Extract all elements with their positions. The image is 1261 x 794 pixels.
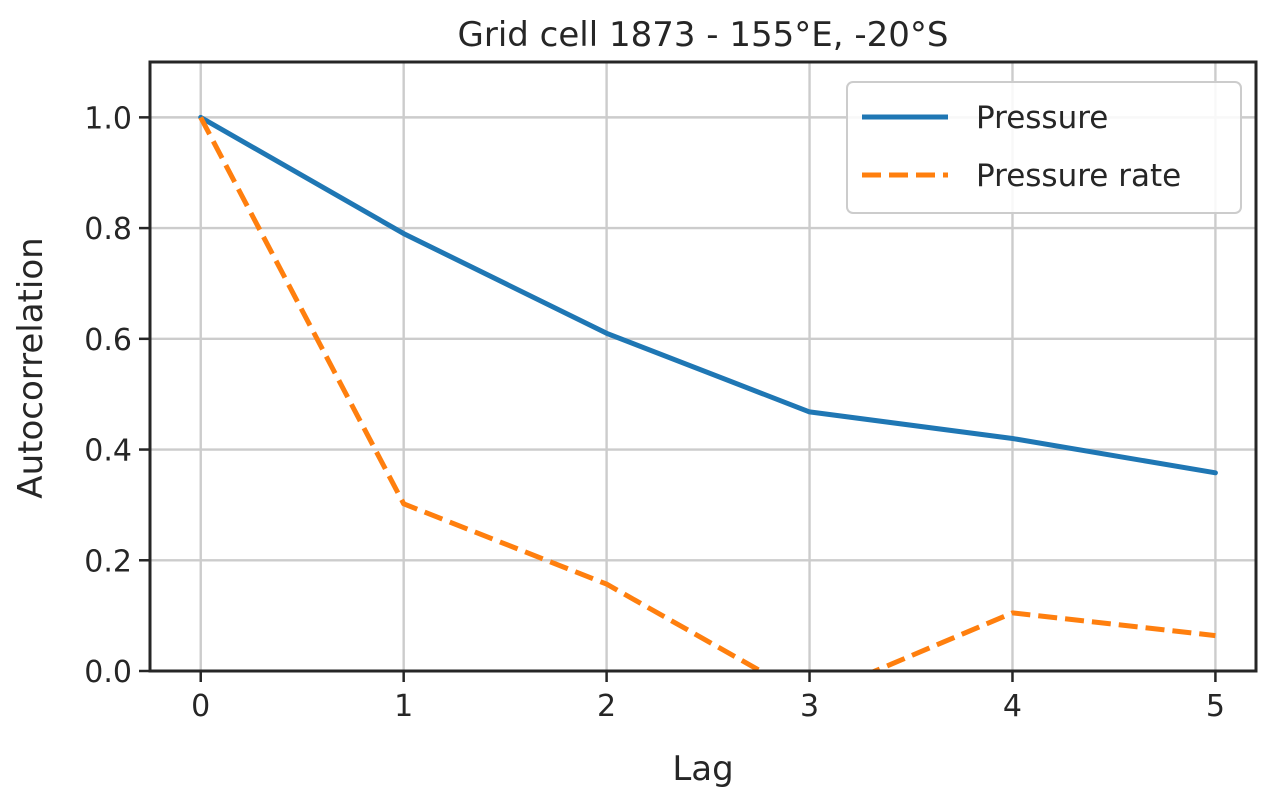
y-tick-label: 0.0 xyxy=(84,655,132,690)
x-axis-label: Lag xyxy=(672,749,733,789)
y-tick-label: 1.0 xyxy=(84,101,132,136)
x-tick-label: 2 xyxy=(597,689,616,724)
plot-frame xyxy=(148,60,1258,673)
x-tick-label: 0 xyxy=(191,689,210,724)
x-tick-label: 4 xyxy=(1003,689,1022,724)
series-line-pressure-rate xyxy=(198,116,1216,671)
y-tick-label: 0.2 xyxy=(84,544,132,579)
y-tick-label: 0.8 xyxy=(84,212,132,247)
x-tick-label: 1 xyxy=(394,689,413,724)
y-tick-label: 0.4 xyxy=(84,434,132,469)
series-line-pressure xyxy=(198,114,1218,476)
legend-label-pressure-rate: Pressure rate xyxy=(976,158,1181,194)
y-axis-label: Autocorrelation xyxy=(11,237,51,498)
x-axis-ticks: 0 1 2 3 4 5 xyxy=(191,671,1225,724)
y-tick-label: 0.6 xyxy=(84,323,132,358)
legend-label-pressure: Pressure xyxy=(976,100,1108,136)
legend: Pressure Pressure rate xyxy=(846,81,1242,214)
x-tick-label: 3 xyxy=(800,689,819,724)
series-lines xyxy=(198,114,1218,671)
y-axis-ticks: 0.0 0.2 0.4 0.6 0.8 1.0 xyxy=(84,101,150,690)
chart-title: Grid cell 1873 - 155°E, -20°S xyxy=(458,15,949,55)
x-tick-label: 5 xyxy=(1206,689,1225,724)
